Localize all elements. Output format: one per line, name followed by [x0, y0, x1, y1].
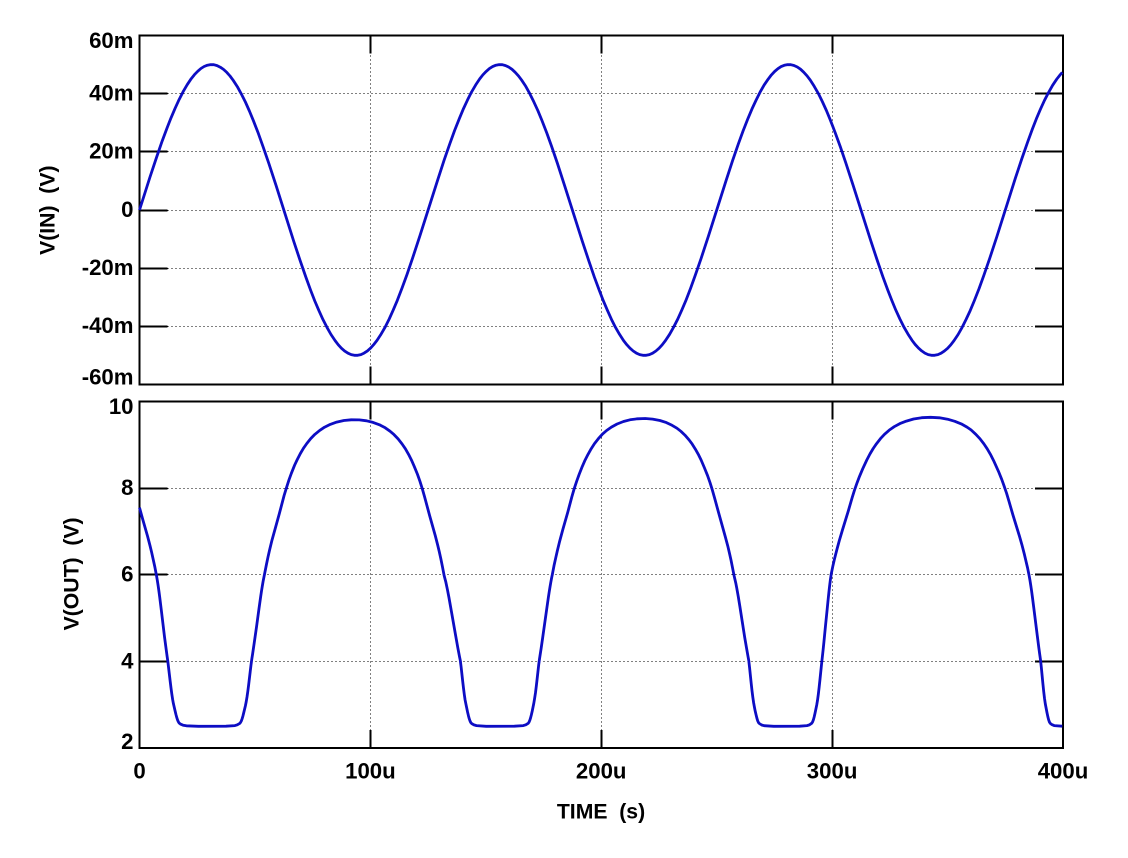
svg-text:10: 10 — [109, 394, 134, 419]
svg-text:4: 4 — [121, 648, 134, 673]
svg-text:20m: 20m — [89, 139, 133, 164]
svg-text:40m: 40m — [89, 81, 133, 106]
svg-text:2: 2 — [121, 729, 133, 754]
svg-text:V(IN) (V): V(IN) (V) — [36, 165, 59, 254]
svg-text:0: 0 — [133, 759, 145, 784]
svg-text:6: 6 — [121, 562, 133, 587]
svg-text:60m: 60m — [89, 28, 133, 53]
svg-text:300u: 300u — [807, 759, 858, 784]
svg-text:-20m: -20m — [82, 255, 134, 280]
svg-text:100u: 100u — [345, 759, 396, 784]
svg-text:-60m: -60m — [82, 364, 134, 389]
svg-text:-40m: -40m — [82, 313, 134, 338]
svg-text:8: 8 — [121, 475, 133, 500]
svg-text:TIME (s): TIME (s) — [557, 801, 645, 824]
svg-text:200u: 200u — [576, 759, 627, 784]
svg-text:V(OUT) (V): V(OUT) (V) — [61, 517, 84, 630]
svg-text:0: 0 — [121, 197, 133, 222]
svg-text:400u: 400u — [1038, 759, 1089, 784]
